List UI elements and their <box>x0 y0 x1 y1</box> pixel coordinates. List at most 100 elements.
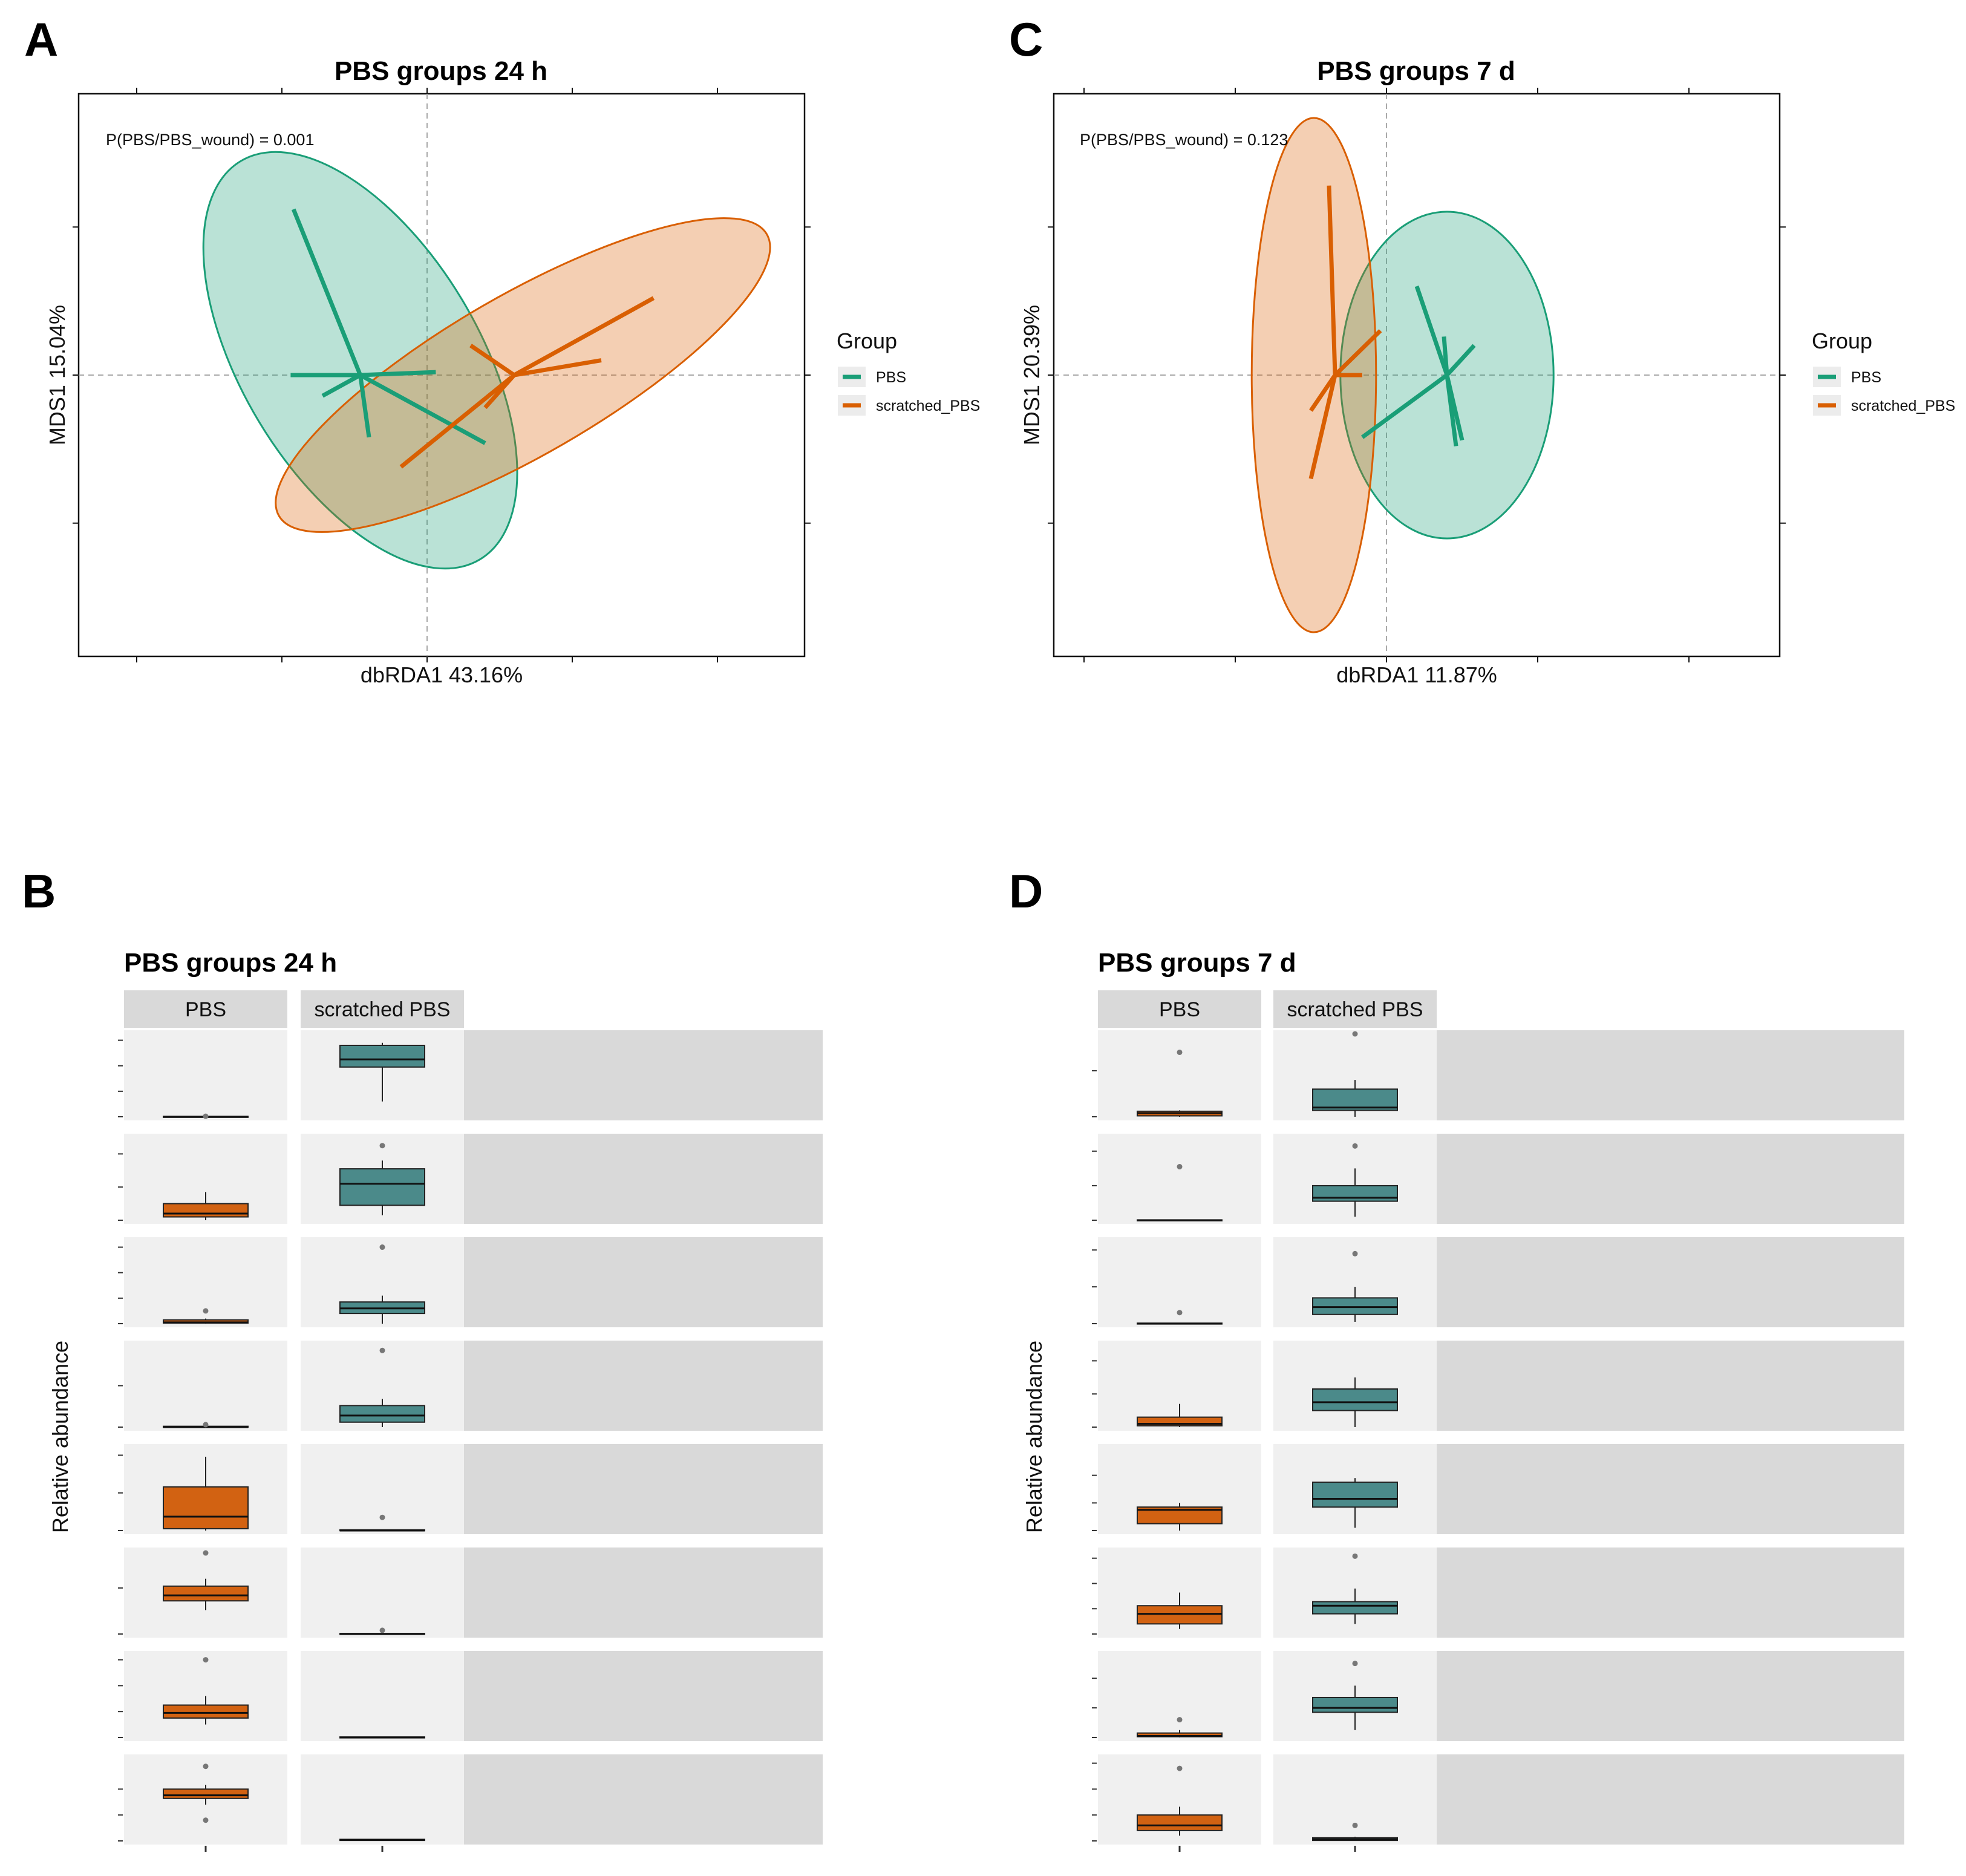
panel-d-box-pbs <box>1137 1814 1223 1831</box>
panel-d-title: PBS groups 7 d <box>1098 948 1296 978</box>
panel-c-legend-title: Group <box>1812 328 1872 353</box>
panel-d-strip-bg <box>1437 1237 1904 1327</box>
panel-c-spoke-scratched-pbs-2 <box>1333 329 1382 377</box>
panel-b-box-pbs <box>163 1203 249 1218</box>
panel-a-legend: Group PBS scratched_PBS <box>837 328 980 416</box>
panel-c-y-axis-label: MDS1 20.39% <box>1019 305 1044 445</box>
panel-b-facet-bg-scratched <box>301 1444 464 1534</box>
ordination-panel-c: PBS groups 7 d P(PBS/PBS_wound) = 0.123 … <box>1019 56 1955 687</box>
panel-d-box-scratched <box>1312 1482 1398 1508</box>
panel-c-marks <box>1048 88 1786 662</box>
panel-d-outlier-pbs <box>1177 1049 1183 1055</box>
panel-b-strip-bg <box>464 1134 823 1224</box>
panel-d-facet-header-scratched <box>1273 990 1437 1028</box>
panel-b-strip-bg <box>464 1754 823 1845</box>
panel-b-facet-bg-pbs <box>124 1237 287 1327</box>
panel-b-box-pbs <box>163 1704 249 1719</box>
panel-label-b: B <box>22 864 56 918</box>
panel-d-outlier-scratched <box>1352 1822 1358 1828</box>
panel-c-spoke-scratched-pbs-4 <box>1309 374 1337 412</box>
panel-a-p-value: P(PBS/PBS_wound) = 0.001 <box>106 131 314 149</box>
panel-b-marks <box>118 1030 823 1852</box>
panel-d-facet-bg-pbs <box>1098 1030 1261 1120</box>
panel-a-spoke-scratched-pbs-5 <box>399 373 516 469</box>
panel-b-facet-scratched: scratched PBS <box>315 998 451 1021</box>
panel-a-spoke-pbs-3 <box>321 373 362 398</box>
panel-d-outlier-pbs <box>1177 1310 1183 1316</box>
panel-d-box-scratched <box>1312 1185 1398 1202</box>
panel-b-box-pbs <box>163 1788 249 1799</box>
boxplot-panel-d: PBS groups 7 d Relative abundance PBS sc… <box>1022 948 1904 1852</box>
ordination-panel-a: PBS groups 24 h P(PBS/PBS_wound) = 0.001… <box>45 56 980 687</box>
panel-b-strip-bg <box>464 1444 823 1534</box>
panel-b-strip-bg <box>464 1548 823 1638</box>
panel-b-outlier-scratched <box>379 1244 385 1250</box>
panel-label-c: C <box>1009 13 1043 66</box>
panel-a-spoke-pbs-1 <box>291 208 362 376</box>
panel-c-legend: Group PBS scratched_PBS <box>1812 328 1955 416</box>
panel-b-facet-header-pbs <box>124 990 287 1028</box>
panel-d-outlier-pbs <box>1177 1765 1183 1771</box>
panel-b-facet-bg-scratched <box>301 1651 464 1741</box>
panel-b-outlier-scratched <box>379 1347 385 1353</box>
panel-b-y-axis-label: Relative abundance <box>48 1341 73 1533</box>
panel-c-p-value: P(PBS/PBS_wound) = 0.123 <box>1080 131 1288 149</box>
panel-a-legend-label-scratched: scratched_PBS <box>876 397 980 414</box>
panel-b-strip-bg <box>464 1341 823 1431</box>
panel-b-strip-bg <box>464 1237 823 1327</box>
panel-a-legend-label-pbs: PBS <box>876 369 906 386</box>
panel-b-outlier-pbs <box>203 1550 209 1556</box>
panel-c-spoke-pbs-1 <box>1414 286 1449 376</box>
panel-label-a: A <box>24 13 58 66</box>
panel-d-outlier-scratched <box>1352 1031 1358 1037</box>
boxplot-panel-b: PBS groups 24 h Relative abundance PBS s… <box>48 948 823 1852</box>
panel-d-box-scratched <box>1312 1388 1398 1411</box>
panel-b-outlier-scratched <box>379 1627 385 1633</box>
panel-b-box-pbs <box>163 1585 249 1602</box>
panel-a-marks <box>73 88 811 662</box>
panel-a-spoke-scratched-pbs-2 <box>514 358 602 377</box>
panel-d-strip-bg <box>1437 1030 1904 1120</box>
panel-a-spoke-pbs-6 <box>359 373 486 445</box>
panel-d-box-scratched <box>1312 1601 1398 1615</box>
panel-c-title: PBS groups 7 d <box>1317 56 1515 86</box>
panel-b-outlier-pbs <box>203 1763 209 1770</box>
panel-a-legend-title: Group <box>837 328 897 353</box>
panel-b-outlier-pbs <box>203 1657 209 1663</box>
panel-label-d: D <box>1009 864 1043 918</box>
panel-a-ellipse-pbs <box>202 151 518 570</box>
panel-c-legend-label-scratched: scratched_PBS <box>1851 397 1955 414</box>
panel-c-x-axis-label: dbRDA1 11.87% <box>1336 662 1497 687</box>
panel-a-y-axis-label: MDS1 15.04% <box>45 305 70 445</box>
panel-b-facet-pbs: PBS <box>185 998 226 1021</box>
panel-c-spoke-pbs-6 <box>1445 374 1458 446</box>
panel-d-facet-bg-pbs <box>1098 1134 1261 1224</box>
panel-b-outlier-pbs <box>203 1113 209 1119</box>
panel-d-facet-scratched: scratched PBS <box>1287 998 1423 1021</box>
panel-d-outlier-pbs <box>1177 1164 1183 1170</box>
panel-b-outlier-scratched <box>379 1514 385 1520</box>
panel-c-spoke-scratched-pbs-5 <box>1308 374 1337 480</box>
panel-b-facet-bg-scratched <box>301 1754 464 1845</box>
panel-d-box-scratched <box>1312 1696 1398 1713</box>
panel-d-outlier-scratched <box>1352 1661 1358 1667</box>
panel-b-box-scratched <box>339 1168 425 1206</box>
panel-a-spoke-scratched-pbs-3 <box>469 344 515 377</box>
panel-c-legend-label-pbs: PBS <box>1851 369 1881 386</box>
panel-b-facet-bg-pbs <box>124 1030 287 1120</box>
panel-d-outlier-pbs <box>1177 1717 1183 1723</box>
panel-b-outlier-pbs <box>203 1817 209 1823</box>
panel-b-outlier-pbs <box>203 1308 209 1314</box>
panel-c-spoke-pbs-3 <box>1445 344 1476 377</box>
panel-d-outlier-scratched <box>1352 1553 1358 1559</box>
panel-d-outlier-scratched <box>1352 1143 1358 1149</box>
panel-b-facet-bg-scratched <box>301 1548 464 1638</box>
panel-b-strip-bg <box>464 1030 823 1120</box>
panel-d-marks <box>1092 1030 1904 1852</box>
panel-a-spoke-pbs-5 <box>358 374 371 438</box>
panel-d-strip-bg <box>1437 1444 1904 1534</box>
panel-b-box-pbs <box>163 1486 249 1529</box>
panel-b-outlier-scratched <box>379 1143 385 1149</box>
panel-b-title: PBS groups 24 h <box>124 948 337 978</box>
